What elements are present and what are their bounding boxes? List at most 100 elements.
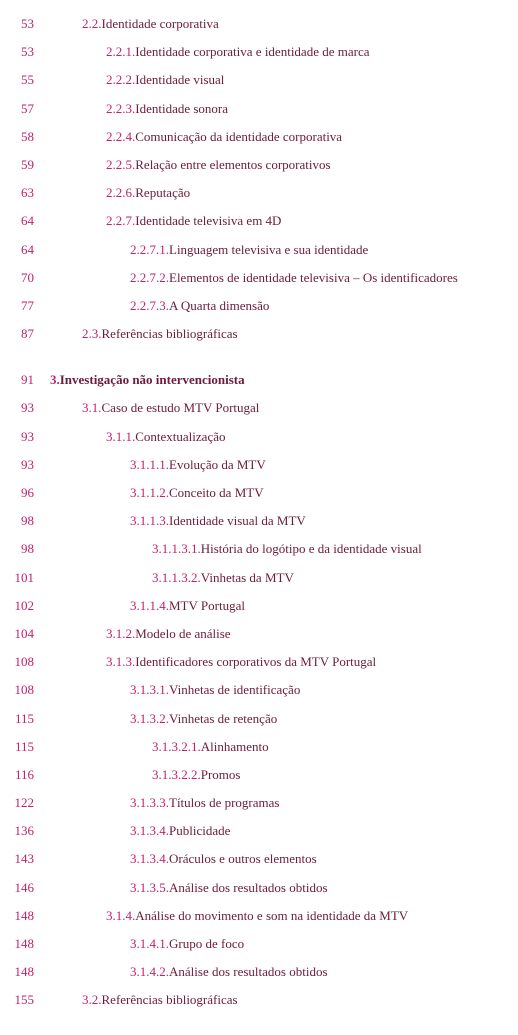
toc-section-number: 2.2.4. [106, 128, 135, 146]
toc-entry-content: 3.2.Referências bibliográficas [50, 991, 238, 1009]
toc-entry-content: 3.1.3.2.1.Alinhamento [50, 738, 269, 756]
toc-section-title: Títulos de programas [169, 794, 279, 812]
toc-section-title: Análise dos resultados obtidos [169, 879, 328, 897]
toc-page-number: 96 [0, 484, 50, 502]
toc-entry[interactable]: 642.2.7.Identidade televisiva em 4D [0, 207, 518, 235]
toc-entry[interactable]: 1083.1.3.1.Vinhetas de identificação [0, 676, 518, 704]
toc-section-title: Identidade corporativa e identidade de m… [135, 43, 369, 61]
toc-section-number: 3. [50, 371, 60, 389]
toc-entry[interactable]: 532.2.Identidade corporativa [0, 10, 518, 38]
toc-entry[interactable]: 1223.1.3.3.Títulos de programas [0, 789, 518, 817]
toc-entry[interactable]: 702.2.7.2.Elementos de identidade televi… [0, 264, 518, 292]
toc-entry-content: 3.1.4.1.Grupo de foco [50, 935, 244, 953]
toc-entry-content: 3.Investigação não intervencionista [50, 371, 245, 389]
toc-entry[interactable]: 592.2.5.Relação entre elementos corporat… [0, 151, 518, 179]
toc-page-number: 115 [0, 710, 50, 728]
toc-entry[interactable]: 983.1.1.3.Identidade visual da MTV [0, 507, 518, 535]
toc-section-number: 3.1.1. [106, 428, 135, 446]
toc-entry[interactable]: 552.2.2.Identidade visual [0, 66, 518, 94]
toc-section-number: 3.1. [82, 399, 102, 417]
toc-section-title: Evolução da MTV [169, 456, 266, 474]
toc-entry-content: 2.2.7.Identidade televisiva em 4D [50, 212, 281, 230]
toc-entry[interactable]: 872.3.Referências bibliográficas [0, 320, 518, 348]
toc-section-number: 3.1.3.2.1. [152, 738, 201, 756]
toc-page-number: 136 [0, 822, 50, 840]
toc-page-number: 148 [0, 963, 50, 981]
toc-section-title: Vinhetas da MTV [201, 569, 294, 587]
toc-entry[interactable]: 1083.1.3.Identificadores corporativos da… [0, 648, 518, 676]
toc-section-title: A Quarta dimensão [169, 297, 269, 315]
toc-section-title: Relação entre elementos corporativos [135, 156, 330, 174]
toc-entry-content: 2.2.4.Comunicação da identidade corporat… [50, 128, 342, 146]
toc-entry[interactable]: 1463.1.3.5.Análise dos resultados obtido… [0, 874, 518, 902]
toc-page-number: 57 [0, 100, 50, 118]
toc-entry[interactable]: 933.1.1.Contextualização [0, 423, 518, 451]
toc-section-title: Comunicação da identidade corporativa [135, 128, 342, 146]
toc-entry[interactable]: 582.2.4.Comunicação da identidade corpor… [0, 123, 518, 151]
toc-entry[interactable]: 104 3.1.2.Modelo de análise [0, 620, 518, 648]
toc-section-number: 3.1.3.2. [130, 710, 169, 728]
toc-entry[interactable]: 572.2.3.Identidade sonora [0, 95, 518, 123]
toc-page-number: 93 [0, 456, 50, 474]
toc-section-title: Vinhetas de retenção [169, 710, 277, 728]
toc-spacer [0, 348, 518, 366]
toc-section-title: Conceito da MTV [169, 484, 264, 502]
toc-entry[interactable]: 1163.1.3.2.2.Promos [0, 761, 518, 789]
toc-section-title: Referências bibliográficas [102, 991, 238, 1009]
toc-entry-content: 3.1.1.3.Identidade visual da MTV [50, 512, 306, 530]
toc-section-number: 3.1.1.1. [130, 456, 169, 474]
toc-entry[interactable]: 1363.1.3.4.Publicidade [0, 817, 518, 845]
toc-entry[interactable]: 1483.1.4.Análise do movimento e som na i… [0, 902, 518, 930]
toc-entry[interactable]: 1433.1.3.4.Oráculos e outros elementos [0, 845, 518, 873]
toc-entry-content: 3.1.3.4.Publicidade [50, 822, 230, 840]
toc-page-number: 108 [0, 653, 50, 671]
toc-section-number: 3.1.3.1. [130, 681, 169, 699]
toc-section-number: 3.1.1.3. [130, 512, 169, 530]
toc-entry[interactable]: 642.2.7.1.Linguagem televisiva e sua ide… [0, 236, 518, 264]
toc-entry-content: 2.2.Identidade corporativa [50, 15, 219, 33]
toc-section-number: 2.2.7.2. [130, 269, 169, 287]
toc-entry[interactable]: 532.2.1.Identidade corporativa e identid… [0, 38, 518, 66]
toc-section-title: Identidade sonora [135, 100, 228, 118]
toc-entry[interactable]: 1553.2.Referências bibliográficas [0, 986, 518, 1014]
toc-section-title: Promos [201, 766, 241, 784]
toc-section-title: Publicidade [169, 822, 230, 840]
toc-entry[interactable]: 963.1.1.2.Conceito da MTV [0, 479, 518, 507]
toc-entry-content: 3.1.3.2.2.Promos [50, 766, 240, 784]
toc-entry[interactable]: 93 3.1.1.1.Evolução da MTV [0, 451, 518, 479]
toc-entry[interactable]: 1153.1.3.2.1.Alinhamento [0, 733, 518, 761]
toc-entry[interactable]: 632.2.6.Reputação [0, 179, 518, 207]
toc-entry[interactable]: 115 3.1.3.2.Vinhetas de retenção [0, 705, 518, 733]
toc-section-number: 2.2.1. [106, 43, 135, 61]
toc-section-title: Alinhamento [201, 738, 269, 756]
toc-page-number: 148 [0, 935, 50, 953]
toc-section-number: 3.1.2. [106, 625, 135, 643]
toc-entry[interactable]: 1023.1.1.4.MTV Portugal [0, 592, 518, 620]
toc-section-number: 3.1.4. [106, 907, 135, 925]
toc-section-title: Reputação [135, 184, 190, 202]
toc-section-number: 3.1.4.2. [130, 963, 169, 981]
toc-section-title: Contextualização [135, 428, 225, 446]
toc-entry-content: 2.2.1.Identidade corporativa e identidad… [50, 43, 370, 61]
toc-entry[interactable]: 913.Investigação não intervencionista [0, 366, 518, 394]
toc-entry[interactable]: 772.2.7.3.A Quarta dimensão [0, 292, 518, 320]
toc-section-title: Modelo de análise [135, 625, 230, 643]
toc-entry[interactable]: 1013.1.1.3.2.Vinhetas da MTV [0, 564, 518, 592]
toc-entry-content: 3.1.3.Identificadores corporativos da MT… [50, 653, 376, 671]
toc-entry-content: 2.2.7.1.Linguagem televisiva e sua ident… [50, 241, 368, 259]
toc-page-number: 98 [0, 512, 50, 530]
toc-entry[interactable]: 1483.1.4.1.Grupo de foco [0, 930, 518, 958]
toc-page-number: 148 [0, 907, 50, 925]
toc-entry[interactable]: 933.1.Caso de estudo MTV Portugal [0, 394, 518, 422]
toc-entry[interactable]: 1483.1.4.2.Análise dos resultados obtido… [0, 958, 518, 986]
toc-page-number: 93 [0, 399, 50, 417]
toc-entry-content: 2.2.2.Identidade visual [50, 71, 224, 89]
toc-section-title: MTV Portugal [169, 597, 245, 615]
toc-entry-content: 3.1.3.4.Oráculos e outros elementos [50, 850, 317, 868]
toc-section-title: Linguagem televisiva e sua identidade [169, 241, 368, 259]
toc-page-number: 104 [0, 625, 50, 643]
toc-section-number: 3.1.1.3.2. [152, 569, 201, 587]
toc-page-number: 155 [0, 991, 50, 1009]
toc-entry-content: 2.2.6.Reputação [50, 184, 190, 202]
toc-entry[interactable]: 983.1.1.3.1.História do logótipo e da id… [0, 535, 518, 563]
